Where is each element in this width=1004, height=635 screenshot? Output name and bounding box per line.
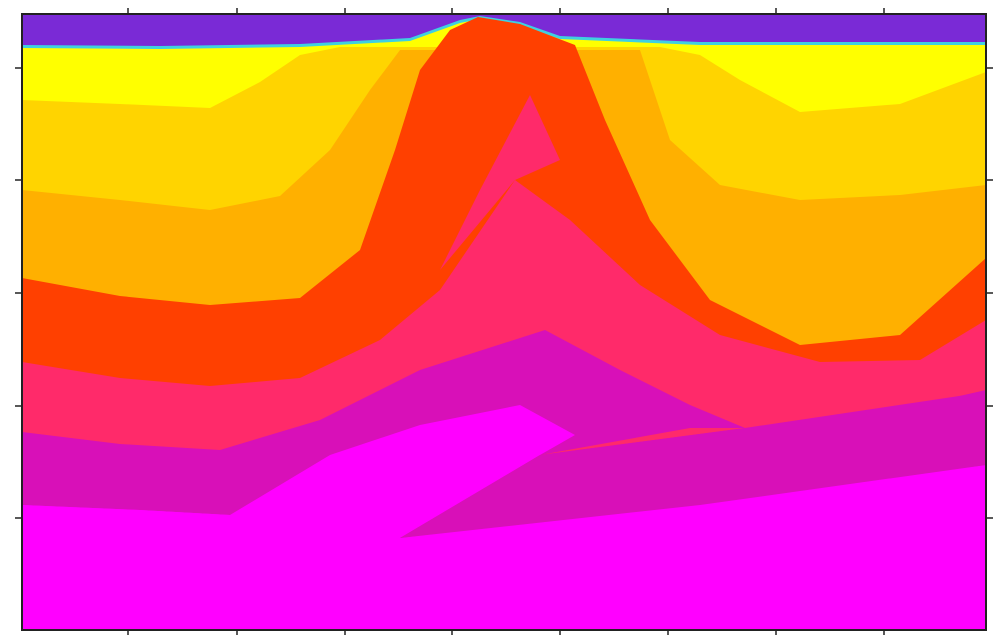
section-plot (0, 0, 1004, 635)
right-ticks (986, 68, 993, 518)
left-ticks (15, 68, 22, 518)
layers (22, 14, 986, 635)
